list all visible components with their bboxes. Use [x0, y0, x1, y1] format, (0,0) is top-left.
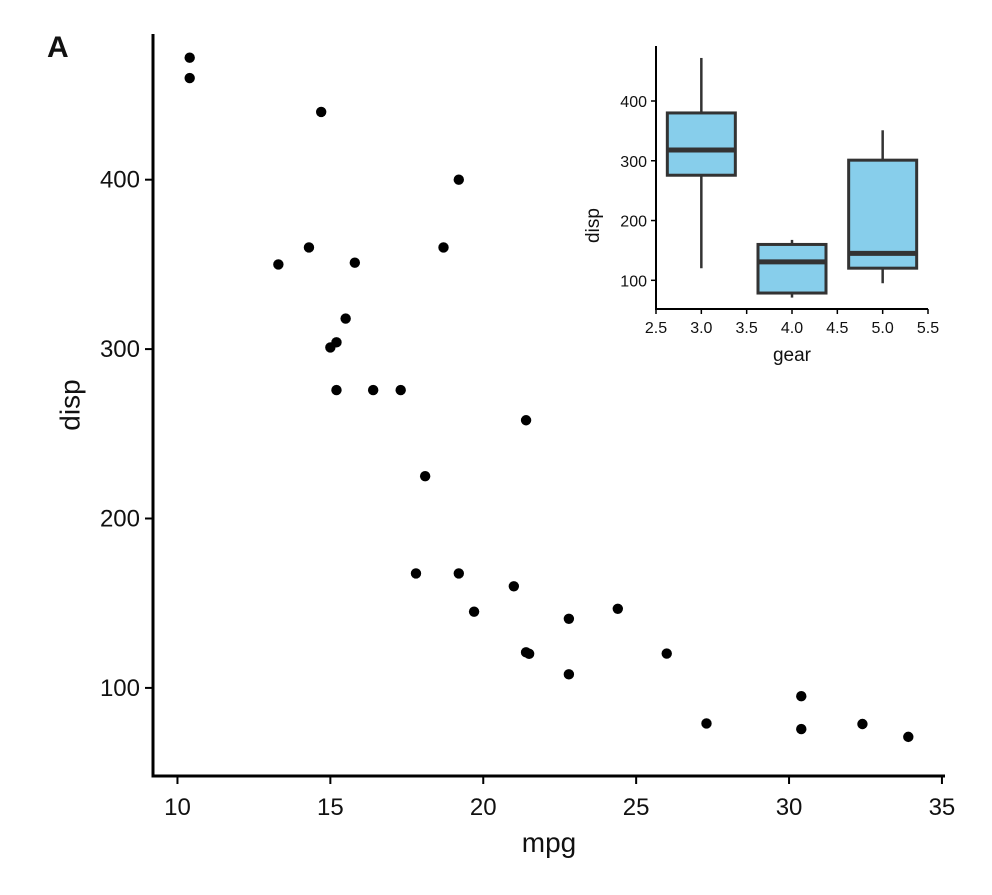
main-x-tick-label: 30 [776, 794, 803, 821]
main-x-tick-label: 20 [470, 794, 497, 821]
panel-label: A [47, 31, 69, 64]
main-points [184, 52, 914, 743]
box-iqr [847, 158, 919, 270]
data-point [796, 691, 807, 702]
inset-boxes [665, 57, 919, 298]
main-y-tick-label: 100 [100, 675, 140, 702]
data-point [508, 581, 520, 592]
data-point [184, 72, 195, 84]
inset-y-axis-title: disp [583, 208, 604, 243]
data-point [523, 648, 535, 660]
data-point [367, 384, 379, 396]
main-y-axis-title: disp [54, 379, 85, 430]
inset-axes: 2.5 3.0 3.5 4.0 4.5 5.0 5.5 100 200 300 400 [620, 46, 939, 337]
data-point [395, 384, 406, 396]
inset-y-tick-label: 200 [620, 214, 647, 231]
data-point [612, 603, 624, 614]
data-point [438, 242, 449, 253]
inset-y-tick-label: 400 [620, 94, 647, 111]
inset-x-axis-title: gear [773, 345, 812, 366]
inset-box-plot: 2.5 3.0 3.5 4.0 4.5 5.0 5.5 100 200 300 400 gear d… [583, 46, 939, 366]
inset-y-tick-label: 300 [620, 154, 647, 171]
data-point [453, 174, 464, 185]
inset-x-tick-label: 3.0 [690, 320, 712, 337]
box-iqr [665, 111, 737, 177]
data-point [661, 648, 672, 659]
data-point [315, 106, 327, 118]
data-point [453, 568, 464, 579]
inset-x-tick-label: 5.0 [872, 320, 894, 337]
data-point [857, 718, 868, 730]
inset-x-tick-label: 5.5 [917, 320, 939, 337]
data-point [563, 613, 575, 624]
main-x-tick-label: 10 [164, 794, 191, 821]
box-iqr [756, 242, 828, 295]
main-x-tick-label: 15 [317, 794, 344, 821]
inset-x-tick-label: 4.0 [781, 320, 803, 337]
inset-x-tick-label: 3.5 [736, 320, 758, 337]
data-point [325, 342, 336, 353]
data-point [903, 731, 914, 743]
data-point [303, 242, 315, 253]
inset-x-tick-label: 2.5 [645, 320, 667, 337]
main-y-tick-label: 300 [100, 336, 140, 363]
data-point [701, 718, 712, 729]
main-y-tick-label: 200 [100, 506, 140, 533]
main-scatter-plot: 10 15 20 25 30 35 100 200 300 400 mpg disp [54, 34, 955, 858]
data-point [331, 384, 342, 396]
main-x-tick-label: 35 [929, 794, 956, 821]
main-x-tick-label: 25 [623, 794, 650, 821]
main-axes: 10 15 20 25 30 35 100 200 300 400 [100, 34, 955, 821]
main-x-axis-title: mpg [522, 827, 576, 858]
data-point [520, 415, 532, 426]
data-point [468, 606, 480, 617]
data-point [273, 259, 284, 270]
data-point [796, 723, 807, 735]
data-point [419, 470, 431, 482]
data-point [340, 313, 351, 324]
data-point [563, 669, 575, 680]
data-point [349, 257, 361, 268]
data-point [184, 52, 195, 63]
main-y-tick-label: 400 [100, 167, 140, 194]
inset-y-tick-label: 100 [620, 273, 647, 290]
inset-x-tick-label: 4.5 [826, 320, 848, 337]
data-point [410, 568, 422, 579]
